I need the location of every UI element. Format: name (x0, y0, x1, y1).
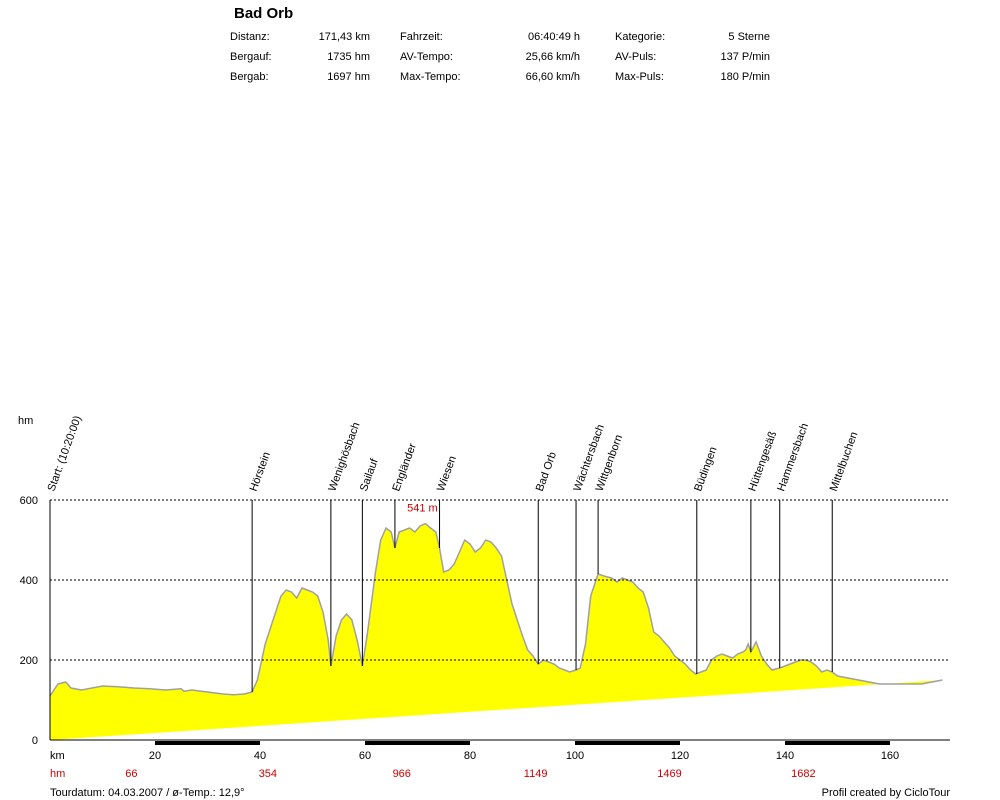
stat-value: 06:40:49 h (528, 31, 580, 43)
stat-label: Bergab: (230, 71, 269, 83)
stat-label: Max-Puls: (615, 71, 664, 83)
waypoint-label: Büdingen (692, 445, 719, 493)
waypoint-label: Start: (10:20:00) (46, 414, 84, 493)
stat-value: 66,60 km/h (525, 71, 580, 83)
hm-tick-label: 1469 (657, 768, 681, 780)
y-tick-label: 200 (20, 655, 38, 667)
x-axis-band (364, 741, 470, 745)
stat-label: Distanz: (230, 31, 270, 43)
stat-value: 180 P/min (720, 71, 770, 83)
y-axis-label: hm (18, 415, 33, 427)
max-elevation-label: 541 m (407, 503, 438, 515)
hm-tick-label: 354 (259, 768, 277, 780)
y-tick-label: 0 (32, 735, 38, 747)
stat-value: 1735 hm (327, 51, 370, 63)
waypoint-label: Wiesen (435, 454, 459, 493)
x-axis-label: km (50, 750, 65, 762)
tour-date-label: Tourdatum: 04.03.2007 / ø-Temp.: 12,9° (50, 787, 245, 799)
waypoint-label: Hüttengesäß (746, 429, 779, 493)
y-tick-label: 400 (20, 575, 38, 587)
stat-label: AV-Puls: (615, 51, 657, 63)
stat-value: 5 Sterne (728, 31, 770, 43)
y-tick-label: 600 (20, 495, 38, 507)
profile-line (49, 522, 943, 697)
x-tick-label: 40 (254, 750, 266, 762)
x-tick-label: 160 (881, 750, 899, 762)
hm-tick-label: 1682 (791, 768, 815, 780)
x-tick-label: 20 (149, 750, 161, 762)
x-tick-label: 100 (566, 750, 584, 762)
hm-tick-label: 966 (393, 768, 411, 780)
x-tick-label: 120 (671, 750, 689, 762)
stat-label: AV-Tempo: (400, 51, 453, 63)
waypoint-label: Hammersbach (775, 422, 811, 493)
waypoint-label: Sailauf (358, 456, 381, 493)
credit-label: Profil created by CicloTour (821, 787, 950, 799)
x-tick-label: 60 (359, 750, 371, 762)
waypoint-label: Hörstein (248, 450, 273, 493)
hm-tick-label: 1149 (524, 768, 548, 780)
stat-value: 25,66 km/h (525, 51, 580, 63)
x-axis-band (574, 741, 680, 745)
waypoint-label: Bad Orb (534, 450, 559, 493)
hm-tick-label: 66 (125, 768, 137, 780)
x-axis-band (784, 741, 890, 745)
x-tick-label: 80 (464, 750, 476, 762)
stat-label: Bergauf: (230, 51, 272, 63)
waypoint-label: Mittelbuchen (828, 430, 861, 493)
waypoint-label: Wenighösbach (326, 421, 362, 493)
hm-axis-label: hm (50, 768, 65, 780)
stat-label: Kategorie: (615, 31, 666, 43)
page-title: Bad Orb (234, 5, 294, 22)
waypoint-label: Engländer (390, 441, 419, 493)
stat-value: 1697 hm (327, 71, 370, 83)
profile-area (50, 523, 943, 740)
x-tick-label: 140 (776, 750, 794, 762)
stat-value: 171,43 km (318, 31, 370, 43)
stat-label: Fahrzeit: (400, 31, 443, 43)
stat-label: Max-Tempo: (400, 71, 461, 83)
x-axis-band (154, 741, 260, 745)
stat-value: 137 P/min (720, 51, 770, 63)
